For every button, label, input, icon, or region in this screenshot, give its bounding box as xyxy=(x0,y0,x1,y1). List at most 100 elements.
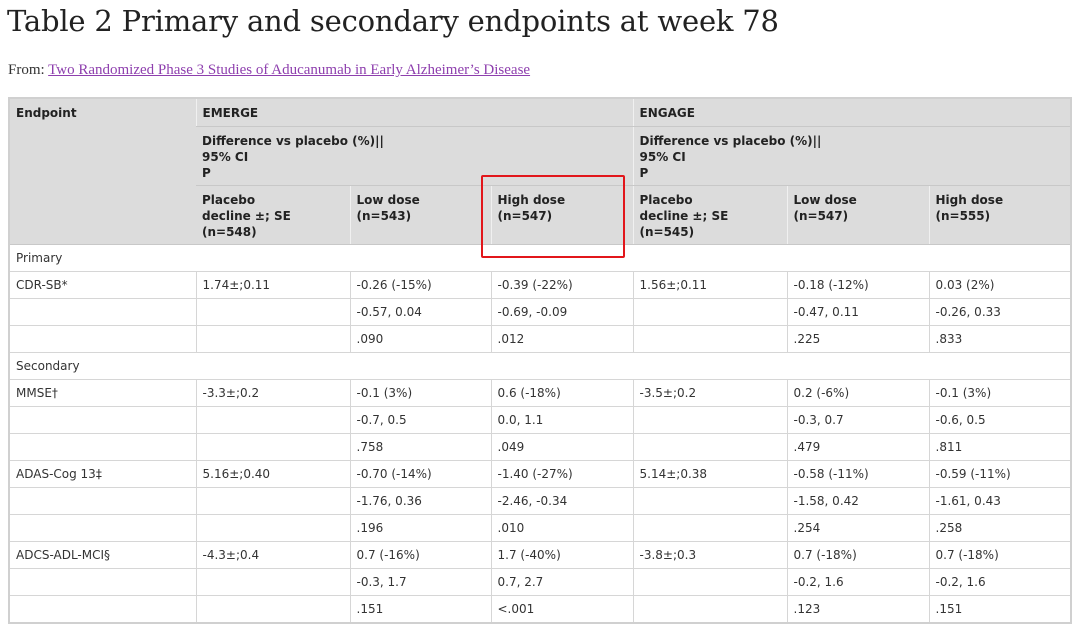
value-cell: -0.26 (-15%) xyxy=(349,271,491,299)
col-label: Placebo xyxy=(202,193,256,207)
ci-label: 95% CI xyxy=(202,150,249,164)
value-cell: -3.8±;0.3 xyxy=(632,541,787,569)
value-cell: .258 xyxy=(928,514,1071,542)
table-row: -0.3, 1.7 0.7, 2.7 -0.2, 1.6 -0.2, 1.6 xyxy=(10,568,1071,596)
value-cell: -0.2, 1.6 xyxy=(928,568,1071,596)
table-row: -0.57, 0.04 -0.69, -0.09 -0.47, 0.11 -0.26,… xyxy=(10,298,1071,326)
value-cell xyxy=(632,325,787,353)
value-cell: -0.58 (-11%) xyxy=(786,460,929,488)
endpoint-cell xyxy=(10,514,196,542)
page-title: Table 2 Primary and secondary endpoints … xyxy=(7,4,779,38)
table-row: CDR-SB* 1.74±;0.11 -0.26 (-15%) -0.39 (-22%… xyxy=(10,271,1071,299)
value-cell xyxy=(632,568,787,596)
engage-low-dose-header: Low dose (n=547) xyxy=(786,185,929,245)
engage-high-dose-header: High dose (n=555) xyxy=(928,185,1071,245)
col-label: decline ±; SE xyxy=(639,209,729,223)
value-cell: .123 xyxy=(786,595,929,622)
emerge-placebo-header: Placebo decline ±; SE (n=548) xyxy=(196,185,350,245)
col-label: Low dose xyxy=(356,193,420,207)
value-cell: <.001 xyxy=(490,595,633,622)
value-cell: -0.47, 0.11 xyxy=(786,298,929,326)
endpoint-cell xyxy=(10,568,196,596)
p-label: P xyxy=(639,166,649,180)
col-label: (n=543) xyxy=(356,209,412,223)
section-row: Primary xyxy=(10,244,1071,272)
value-cell: .012 xyxy=(490,325,633,353)
article-link[interactable]: Two Randomized Phase 3 Studies of Aducan… xyxy=(48,62,531,78)
value-cell: 0.03 (2%) xyxy=(928,271,1071,299)
value-cell: 1.7 (-40%) xyxy=(490,541,633,569)
value-cell: -3.3±;0.2 xyxy=(195,379,350,407)
value-cell: 1.56±;0.11 xyxy=(632,271,787,299)
emerge-high-dose-header: High dose (n=547) xyxy=(490,185,633,245)
value-cell: -1.76, 0.36 xyxy=(349,487,491,515)
value-cell: 1.74±;0.11 xyxy=(195,271,350,299)
value-cell: -0.69, -0.09 xyxy=(490,298,633,326)
col-label: (n=545) xyxy=(639,225,695,239)
col-label: (n=548) xyxy=(202,225,257,239)
col-label: (n=547) xyxy=(497,209,553,223)
value-cell: .010 xyxy=(490,514,633,542)
value-cell xyxy=(195,433,350,461)
value-cell: 0.7 (-18%) xyxy=(786,541,929,569)
col-label: High dose xyxy=(497,193,566,207)
value-cell xyxy=(632,595,787,622)
engage-diff-header: Difference vs placebo (%)|| 95% CI P xyxy=(632,126,1071,186)
value-cell: .833 xyxy=(928,325,1071,353)
endpoint-cell: ADCS-ADL-MCI§ xyxy=(10,541,196,569)
value-cell xyxy=(632,298,787,326)
value-cell: -0.39 (-22%) xyxy=(490,271,633,299)
value-cell xyxy=(632,433,787,461)
value-cell: .151 xyxy=(349,595,491,622)
endpoint-cell xyxy=(10,325,196,353)
emerge-low-dose-header: Low dose (n=543) xyxy=(349,185,491,245)
table-body: Primary CDR-SB* 1.74±;0.11 -0.26 (-15%) -0.3… xyxy=(10,244,1071,622)
endpoint-cell xyxy=(10,433,196,461)
value-cell: .225 xyxy=(786,325,929,353)
table-header: Endpoint EMERGE ENGAGE Difference vs pla… xyxy=(10,99,1071,245)
endpoint-cell: ADAS-Cog 13‡ xyxy=(10,460,196,488)
endpoint-cell xyxy=(10,406,196,434)
value-cell: -0.7, 0.5 xyxy=(349,406,491,434)
value-cell: 0.0, 1.1 xyxy=(490,406,633,434)
table-row: .758.049 .479.811 xyxy=(10,433,1071,461)
value-cell: -0.3, 1.7 xyxy=(349,568,491,596)
value-cell: -0.2, 1.6 xyxy=(786,568,929,596)
value-cell: -0.26, 0.33 xyxy=(928,298,1071,326)
value-cell xyxy=(195,406,350,434)
value-cell: 0.2 (-6%) xyxy=(786,379,929,407)
value-cell xyxy=(195,514,350,542)
diff-label: Difference vs placebo (%)|| xyxy=(202,134,384,148)
value-cell xyxy=(632,514,787,542)
emerge-header: EMERGE xyxy=(195,99,633,127)
ci-label: 95% CI xyxy=(639,150,686,164)
value-cell: .196 xyxy=(349,514,491,542)
endpoint-cell xyxy=(10,487,196,515)
source-line: From: Two Randomized Phase 3 Studies of … xyxy=(8,62,530,79)
value-cell xyxy=(632,406,787,434)
value-cell xyxy=(195,487,350,515)
value-cell: .758 xyxy=(349,433,491,461)
table-row: ADCS-ADL-MCI§ -4.3±;0.4 0.7 (-16%) 1.7 (-40… xyxy=(10,541,1071,569)
value-cell xyxy=(195,568,350,596)
endpoint-cell xyxy=(10,595,196,622)
table-row: MMSE† -3.3±;0.2 -0.1 (3%) 0.6 (-18%) -3.5±;0… xyxy=(10,379,1071,407)
table-row: .151 <.001.123.151 xyxy=(10,595,1071,622)
section-label: Secondary xyxy=(10,352,1071,380)
value-cell: -0.1 (3%) xyxy=(349,379,491,407)
value-cell: .254 xyxy=(786,514,929,542)
engage-placebo-header: Placebo decline ±; SE (n=545) xyxy=(632,185,787,245)
endpoint-cell: CDR-SB* xyxy=(10,271,196,299)
endpoints-table: Endpoint EMERGE ENGAGE Difference vs pla… xyxy=(8,97,1072,624)
value-cell xyxy=(195,595,350,622)
value-cell: -0.18 (-12%) xyxy=(786,271,929,299)
table-row: .090.012 .225.833 xyxy=(10,325,1071,353)
value-cell: -4.3±;0.4 xyxy=(195,541,350,569)
value-cell: -0.3, 0.7 xyxy=(786,406,929,434)
table-row: -0.7, 0.5 0.0, 1.1 -0.3, 0.7 -0.6, 0.5 xyxy=(10,406,1071,434)
table: Endpoint EMERGE ENGAGE Difference vs pla… xyxy=(10,99,1071,622)
source-prefix: From: xyxy=(8,62,49,78)
col-label: decline ±; SE xyxy=(202,209,291,223)
col-label: Low dose xyxy=(793,193,857,207)
value-cell xyxy=(195,325,350,353)
